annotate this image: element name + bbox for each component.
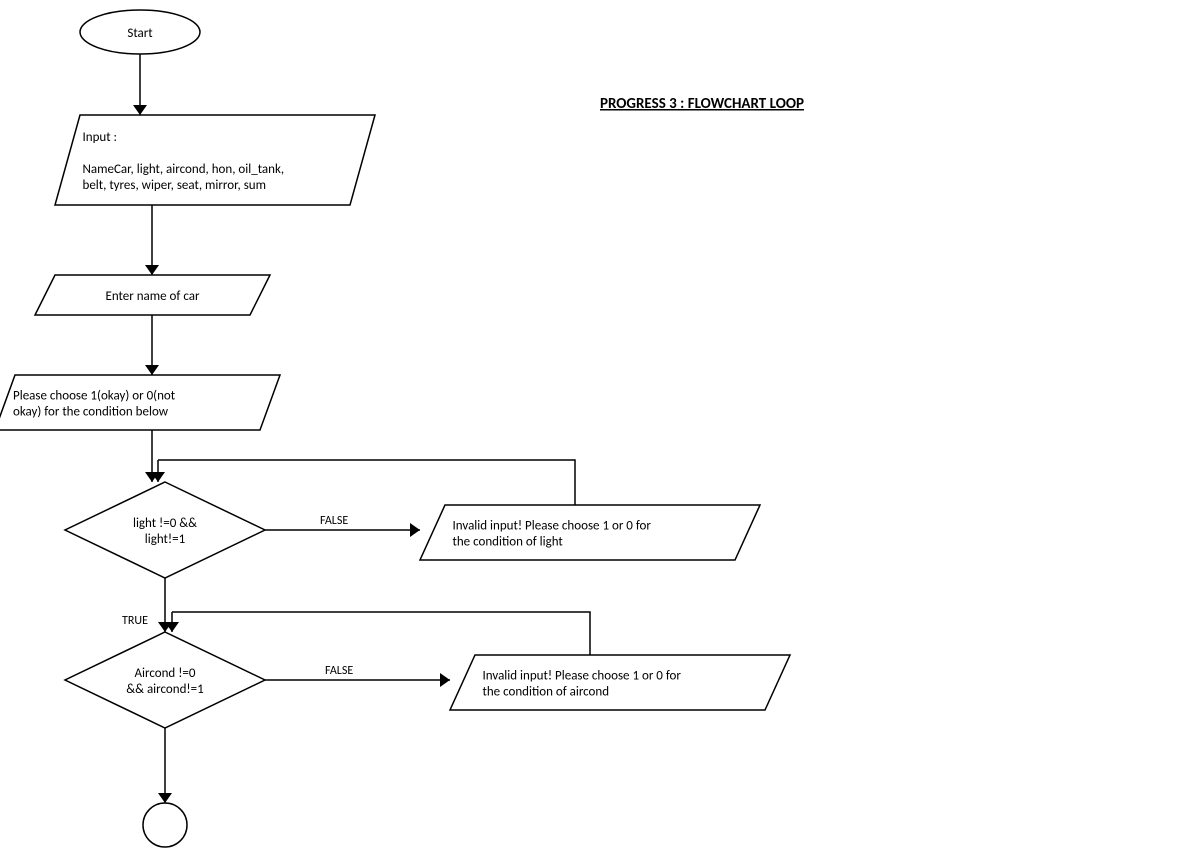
node-text: belt, tyres, wiper, seat, mirror, sum bbox=[83, 178, 267, 193]
node-text: Start bbox=[127, 26, 153, 41]
node-text: NameCar, light, aircond, hon, oil_tank, bbox=[83, 162, 285, 177]
node-text: the condition of aircond bbox=[483, 685, 610, 700]
edge-label: FALSE bbox=[325, 664, 353, 678]
node-text: the condition of light bbox=[453, 535, 564, 550]
node-text: light!=1 bbox=[145, 532, 185, 547]
edge-label: TRUE bbox=[122, 614, 148, 628]
node-text: Invalid input! Please choose 1 or 0 for bbox=[483, 669, 682, 684]
node-text: Aircond !=0 bbox=[135, 666, 196, 681]
diagram-title: PROGRESS 3 : FLOWCHART LOOP bbox=[600, 95, 804, 113]
node-text: Please choose 1(okay) or 0(not bbox=[13, 389, 176, 404]
node-text: okay) for the condition below bbox=[13, 405, 169, 420]
edge bbox=[158, 460, 575, 505]
node-text: Input : bbox=[83, 130, 118, 145]
edge-label: FALSE bbox=[320, 514, 348, 528]
node-text: && aircond!=1 bbox=[126, 682, 203, 697]
node-text: Enter name of car bbox=[106, 289, 200, 304]
edge bbox=[172, 612, 590, 655]
node-text: light !=0 && bbox=[133, 516, 197, 531]
node-conn bbox=[143, 803, 187, 847]
node-text: Invalid input! Please choose 1 or 0 for bbox=[453, 519, 652, 534]
